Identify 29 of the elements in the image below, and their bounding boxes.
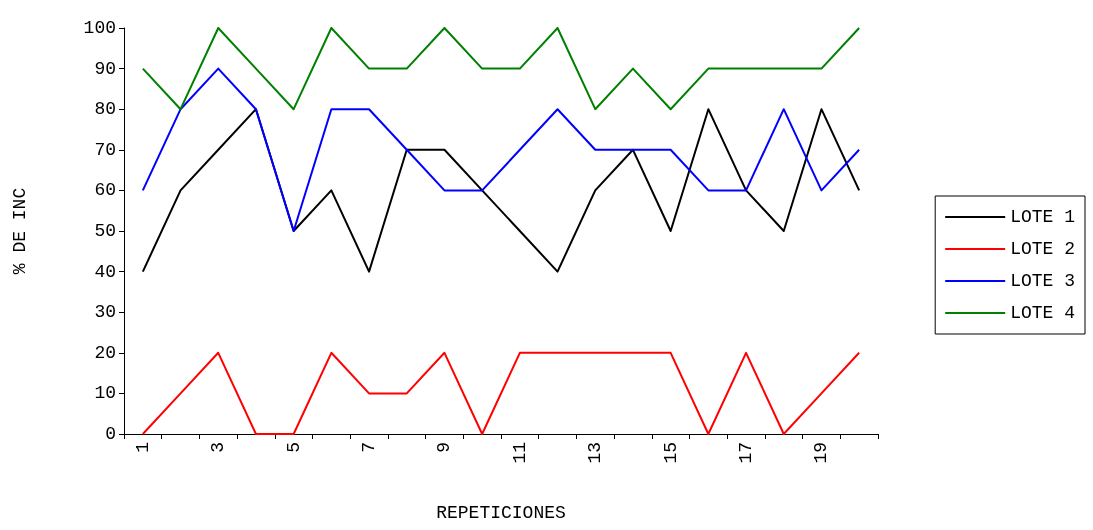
y-tick-label: 90	[94, 58, 116, 79]
x-tick-label: 1	[132, 442, 153, 453]
y-tick-label: 10	[94, 383, 116, 404]
y-tick-label: 80	[94, 99, 116, 120]
y-tick-label: 20	[94, 342, 116, 363]
x-tick-label: 13	[585, 442, 606, 464]
line-series	[141, 67, 861, 232]
y-tick-label: 100	[83, 18, 116, 38]
x-tick-label: 11	[509, 442, 530, 464]
x-tick-label: 3	[208, 442, 229, 453]
y-tick-label: 60	[94, 180, 116, 201]
y-tick-label: 30	[94, 302, 116, 323]
x-tick-label: 7	[359, 442, 380, 453]
legend-label: LOTE 4	[1010, 303, 1075, 323]
y-axis-title: % DE INC	[10, 187, 30, 275]
legend-label: LOTE 2	[1010, 239, 1075, 259]
legend-label: LOTE 1	[1010, 207, 1075, 227]
x-axis-title: REPETICIONES	[436, 503, 566, 523]
legend-label: LOTE 3	[1010, 271, 1075, 291]
y-tick-label: 0	[105, 424, 116, 444]
x-tick-label: 5	[283, 442, 304, 453]
y-tick-label: 40	[94, 261, 116, 282]
line-series	[141, 108, 861, 273]
x-tick-label: 17	[736, 442, 757, 464]
x-tick-label: 15	[660, 442, 681, 464]
y-tick-label: 70	[94, 139, 116, 160]
x-tick-label: 19	[811, 442, 832, 464]
y-tick-label: 50	[94, 221, 116, 241]
x-tick-label: 9	[434, 442, 455, 453]
